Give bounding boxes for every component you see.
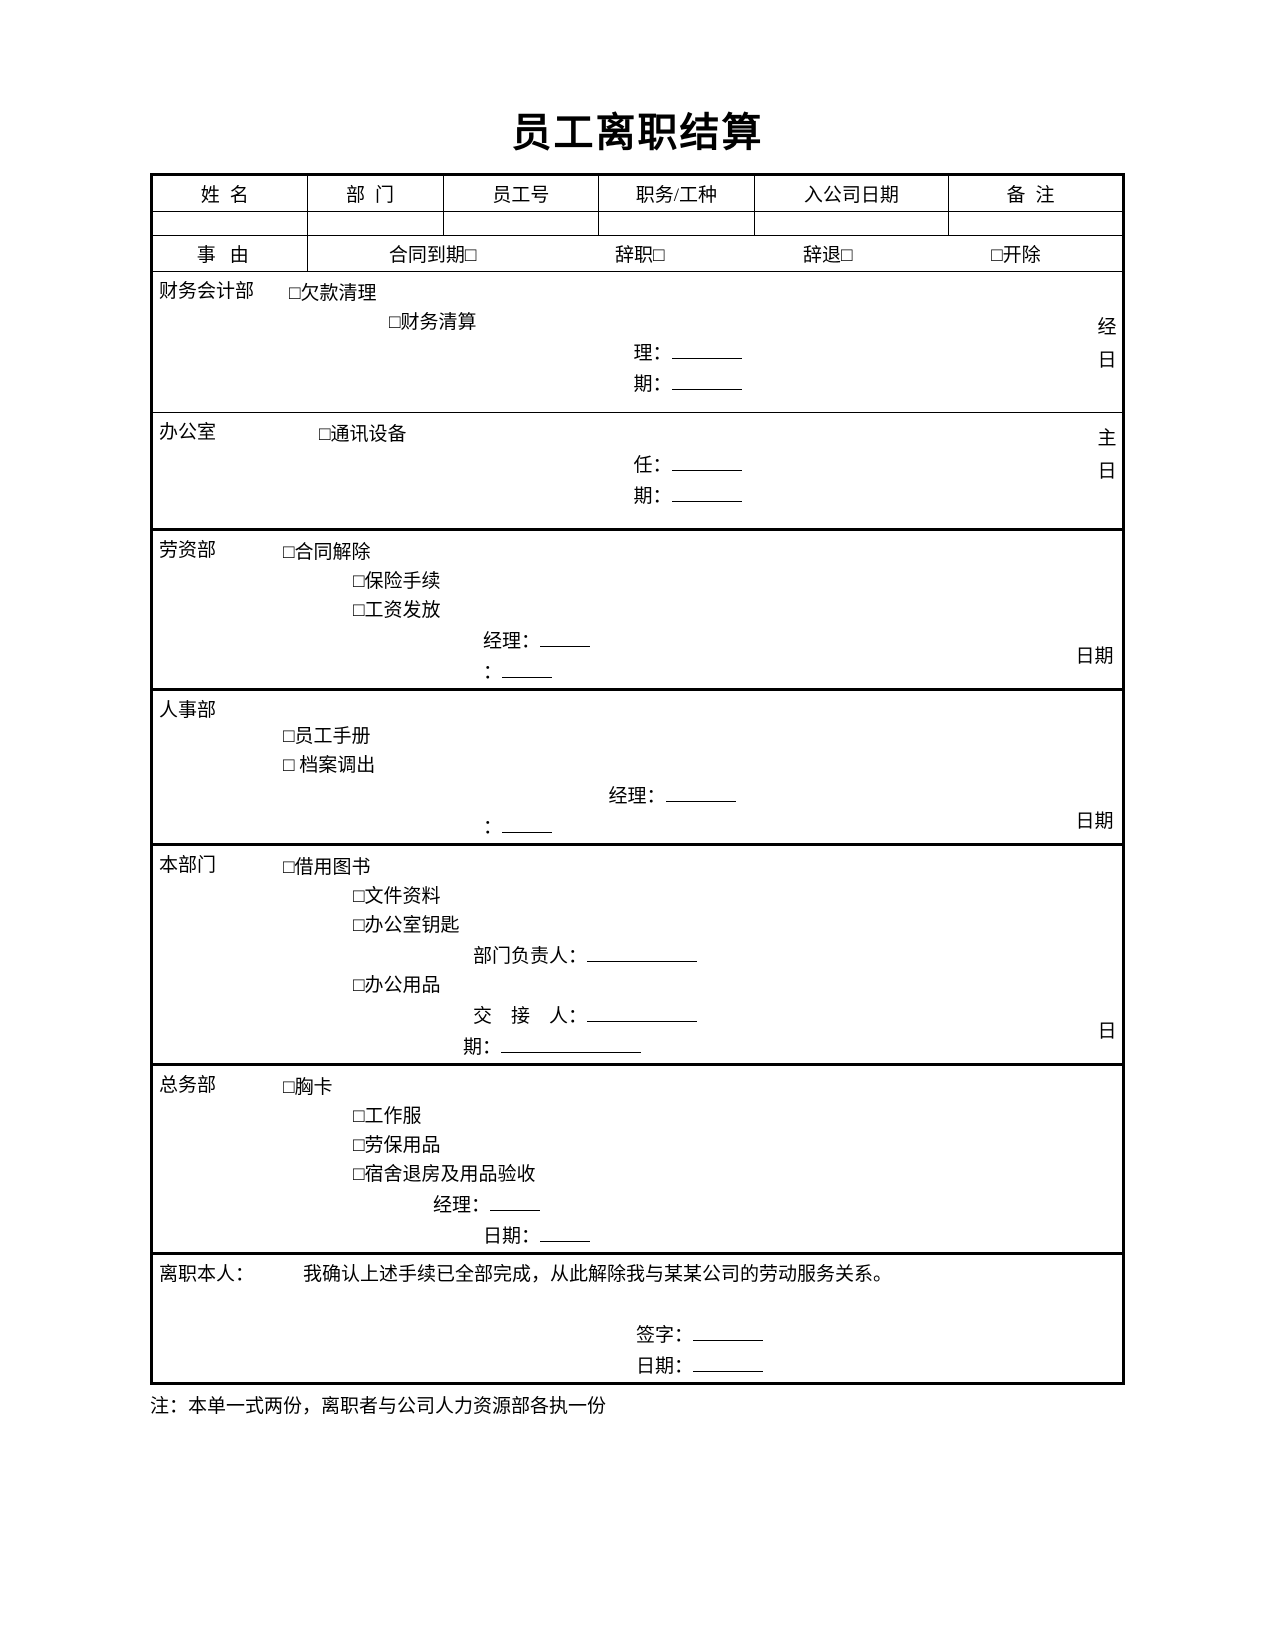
lbl-general-mgr: 经理： [433, 1195, 490, 1216]
cell-position[interactable] [599, 212, 755, 236]
chk-comm-equip[interactable]: □通讯设备 [289, 419, 1086, 446]
reason-row: 事由 合同到期□ 辞职□ 辞退□ □开除 [152, 236, 1124, 272]
resignation-form: 姓名 部门 员工号 职务/工种 入公司日期 备注 事由 合同到期□ 辞职□ 辞退… [150, 173, 1125, 1385]
chk-salary[interactable]: □工资发放 [283, 595, 1061, 622]
opt-resign[interactable]: 辞职□ [615, 240, 664, 267]
side-hr: 日期 [1069, 806, 1120, 833]
sec-general: 总务部 □胸卡 □工作服 □劳保用品 □宿舍退房及用品验收 经理： 日期： [152, 1065, 1124, 1254]
sig-office-mgr[interactable] [672, 452, 742, 471]
sig-self[interactable] [693, 1322, 763, 1341]
office-dept: 办公室 [153, 413, 283, 528]
lbl-office-mgr: 任： [633, 455, 671, 476]
hdr-empno: 员工号 [443, 175, 599, 212]
lbl-labor-date: ： [483, 662, 502, 683]
sec-office: 办公室 □通讯设备 任： 期： 主 日 [152, 413, 1124, 530]
lbl-own-head: 部门负责人： [473, 946, 587, 967]
chk-dorm[interactable]: □宿舍退房及用品验收 [283, 1159, 1116, 1186]
hdr-dept: 部门 [307, 175, 443, 212]
footnote: 注：本单一式两份，离职者与公司人力资源部各执一份 [150, 1391, 1125, 1418]
cell-joindate[interactable] [754, 212, 948, 236]
chk-badge[interactable]: □胸卡 [283, 1072, 1116, 1099]
lbl-self-date: 日期： [636, 1356, 693, 1377]
chk-ppe[interactable]: □劳保用品 [283, 1130, 1116, 1157]
cell-empno[interactable] [443, 212, 599, 236]
sig-general-mgr[interactable] [490, 1192, 540, 1211]
chk-docs[interactable]: □文件资料 [283, 881, 1086, 908]
sig-finance-date[interactable] [672, 371, 742, 390]
side-own: 日 [1094, 1016, 1120, 1043]
own-dept: 本部门 [153, 846, 283, 1063]
header-row: 姓名 部门 员工号 职务/工种 入公司日期 备注 [152, 175, 1124, 212]
cell-name[interactable] [152, 212, 308, 236]
chk-contract-cancel[interactable]: □合同解除 [283, 537, 1061, 564]
sig-general-date[interactable] [540, 1223, 590, 1242]
reason-options: 合同到期□ 辞职□ 辞退□ □开除 [307, 236, 1123, 272]
lbl-hr-mgr: 经理： [608, 786, 665, 807]
chk-supplies[interactable]: □办公用品 [283, 970, 1086, 997]
lbl-general-date: 日期： [483, 1226, 540, 1247]
chk-books[interactable]: □借用图书 [283, 852, 1086, 879]
lbl-labor-mgr: 经理： [483, 631, 540, 652]
hdr-position: 职务/工种 [599, 175, 755, 212]
cell-remark[interactable] [949, 212, 1124, 236]
labor-dept: 劳资部 [153, 531, 283, 688]
sig-hr-mgr[interactable] [666, 783, 736, 802]
input-row [152, 212, 1124, 236]
sec-hr: 人事部 □员工手册 □ 档案调出 经理： ： 日期 [152, 690, 1124, 845]
chk-finance-settle[interactable]: □财务清算 [289, 307, 1086, 334]
cell-dept[interactable] [307, 212, 443, 236]
chk-insurance[interactable]: □保险手续 [283, 566, 1061, 593]
sec-finance: 财务会计部 □欠款清理 □财务清算 理： 期： 经 日 [152, 272, 1124, 413]
chk-uniform[interactable]: □工作服 [283, 1101, 1116, 1128]
finance-dept: 财务会计部 [153, 272, 283, 412]
sec-own-dept: 本部门 □借用图书 □文件资料 □办公室钥匙 部门负责人： □办公用品 交 接 … [152, 845, 1124, 1065]
hdr-joindate: 入公司日期 [754, 175, 948, 212]
side-labor: 日期 [1069, 641, 1120, 668]
lbl-self-sign: 签字： [636, 1325, 693, 1346]
reason-label: 事由 [152, 236, 308, 272]
self-dept: 离职本人： [153, 1255, 283, 1382]
sig-office-date[interactable] [672, 483, 742, 502]
opt-fire[interactable]: □开除 [991, 240, 1040, 267]
sig-own-head[interactable] [587, 943, 697, 962]
lbl-own-handover: 交 接 人： [473, 1006, 587, 1027]
lbl-hr-date: ： [483, 817, 502, 838]
opt-dismiss[interactable]: 辞退□ [803, 240, 852, 267]
hr-dept: 人事部 [153, 691, 283, 843]
sig-hr-date[interactable] [502, 814, 552, 833]
lbl-finance-mgr: 理： [633, 343, 671, 364]
sig-own-handover[interactable] [587, 1003, 697, 1022]
hdr-name: 姓名 [152, 175, 308, 212]
sec-self: 离职本人： 我确认上述手续已全部完成，从此解除我与某某公司的劳动服务关系。 签字… [152, 1254, 1124, 1384]
chk-handbook[interactable]: □员工手册 [283, 721, 1061, 748]
sig-labor-date[interactable] [502, 659, 552, 678]
form-title: 员工离职结算 [150, 100, 1125, 158]
sig-own-date[interactable] [501, 1034, 641, 1053]
side-finance-1: 经 [1094, 312, 1120, 339]
general-dept: 总务部 [153, 1066, 283, 1252]
chk-keys[interactable]: □办公室钥匙 [283, 910, 1086, 937]
lbl-own-date: 期： [463, 1037, 501, 1058]
sig-labor-mgr[interactable] [540, 628, 590, 647]
lbl-finance-date: 期： [633, 374, 671, 395]
sig-self-date[interactable] [693, 1353, 763, 1372]
sec-labor: 劳资部 □合同解除 □保险手续 □工资发放 经理： ： 日期 [152, 530, 1124, 690]
side-office-2: 日 [1094, 456, 1120, 483]
confirm-text: 我确认上述手续已全部完成，从此解除我与某某公司的劳动服务关系。 [283, 1259, 1116, 1286]
opt-contract-expire[interactable]: 合同到期□ [389, 240, 476, 267]
sig-finance-mgr[interactable] [672, 340, 742, 359]
chk-archive[interactable]: □ 档案调出 [283, 750, 1061, 777]
side-finance-2: 日 [1094, 345, 1120, 372]
chk-debt-clear[interactable]: □欠款清理 [289, 278, 1086, 305]
side-office-1: 主 [1094, 423, 1120, 450]
lbl-office-date: 期： [633, 486, 671, 507]
hdr-remark: 备注 [949, 175, 1124, 212]
